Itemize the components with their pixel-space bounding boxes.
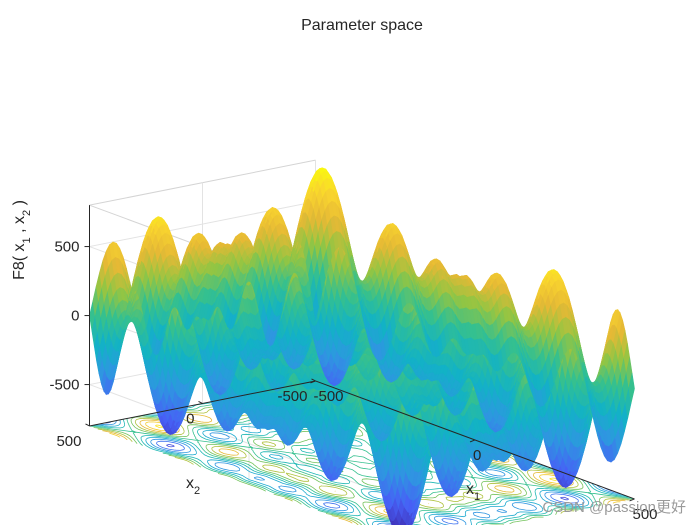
- contour-line: [166, 444, 569, 501]
- surface-plot: [89, 167, 635, 525]
- grid-line: [89, 201, 316, 248]
